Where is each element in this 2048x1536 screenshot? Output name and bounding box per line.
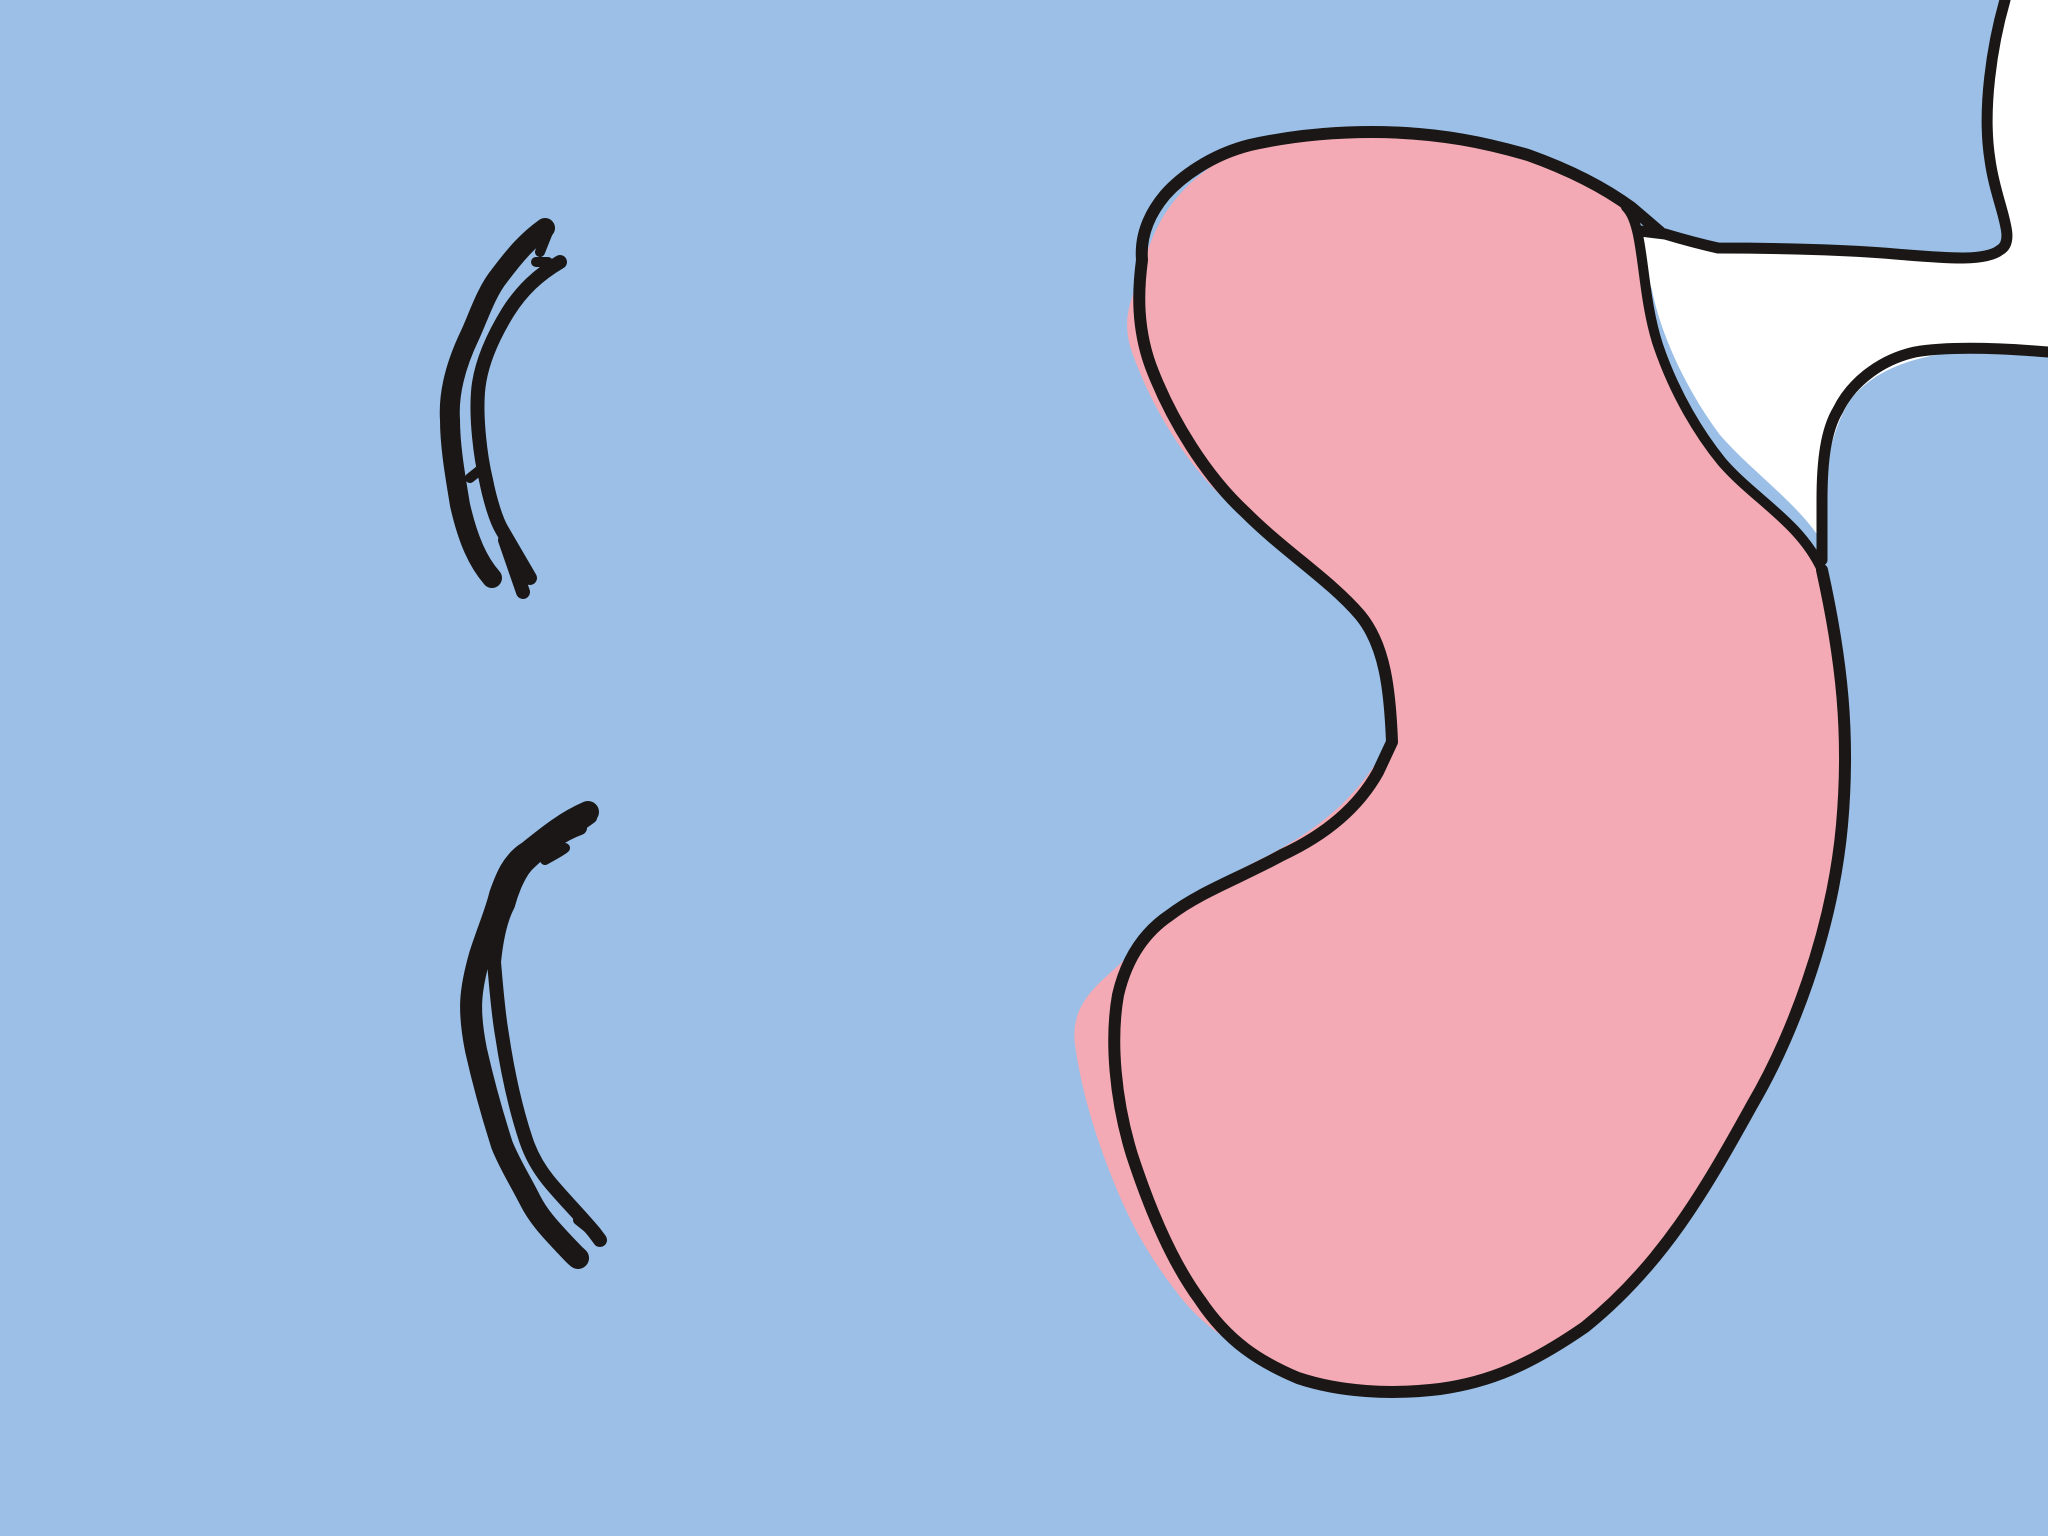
tongue-outline xyxy=(1108,126,1852,1398)
tongue-shape xyxy=(1074,132,1846,1388)
upper-eyelash-mark xyxy=(439,218,567,599)
white-tube-shape xyxy=(1626,0,2048,566)
lower-eyelash-mark xyxy=(460,801,607,1269)
tongue-inner-edge xyxy=(1621,202,1827,575)
